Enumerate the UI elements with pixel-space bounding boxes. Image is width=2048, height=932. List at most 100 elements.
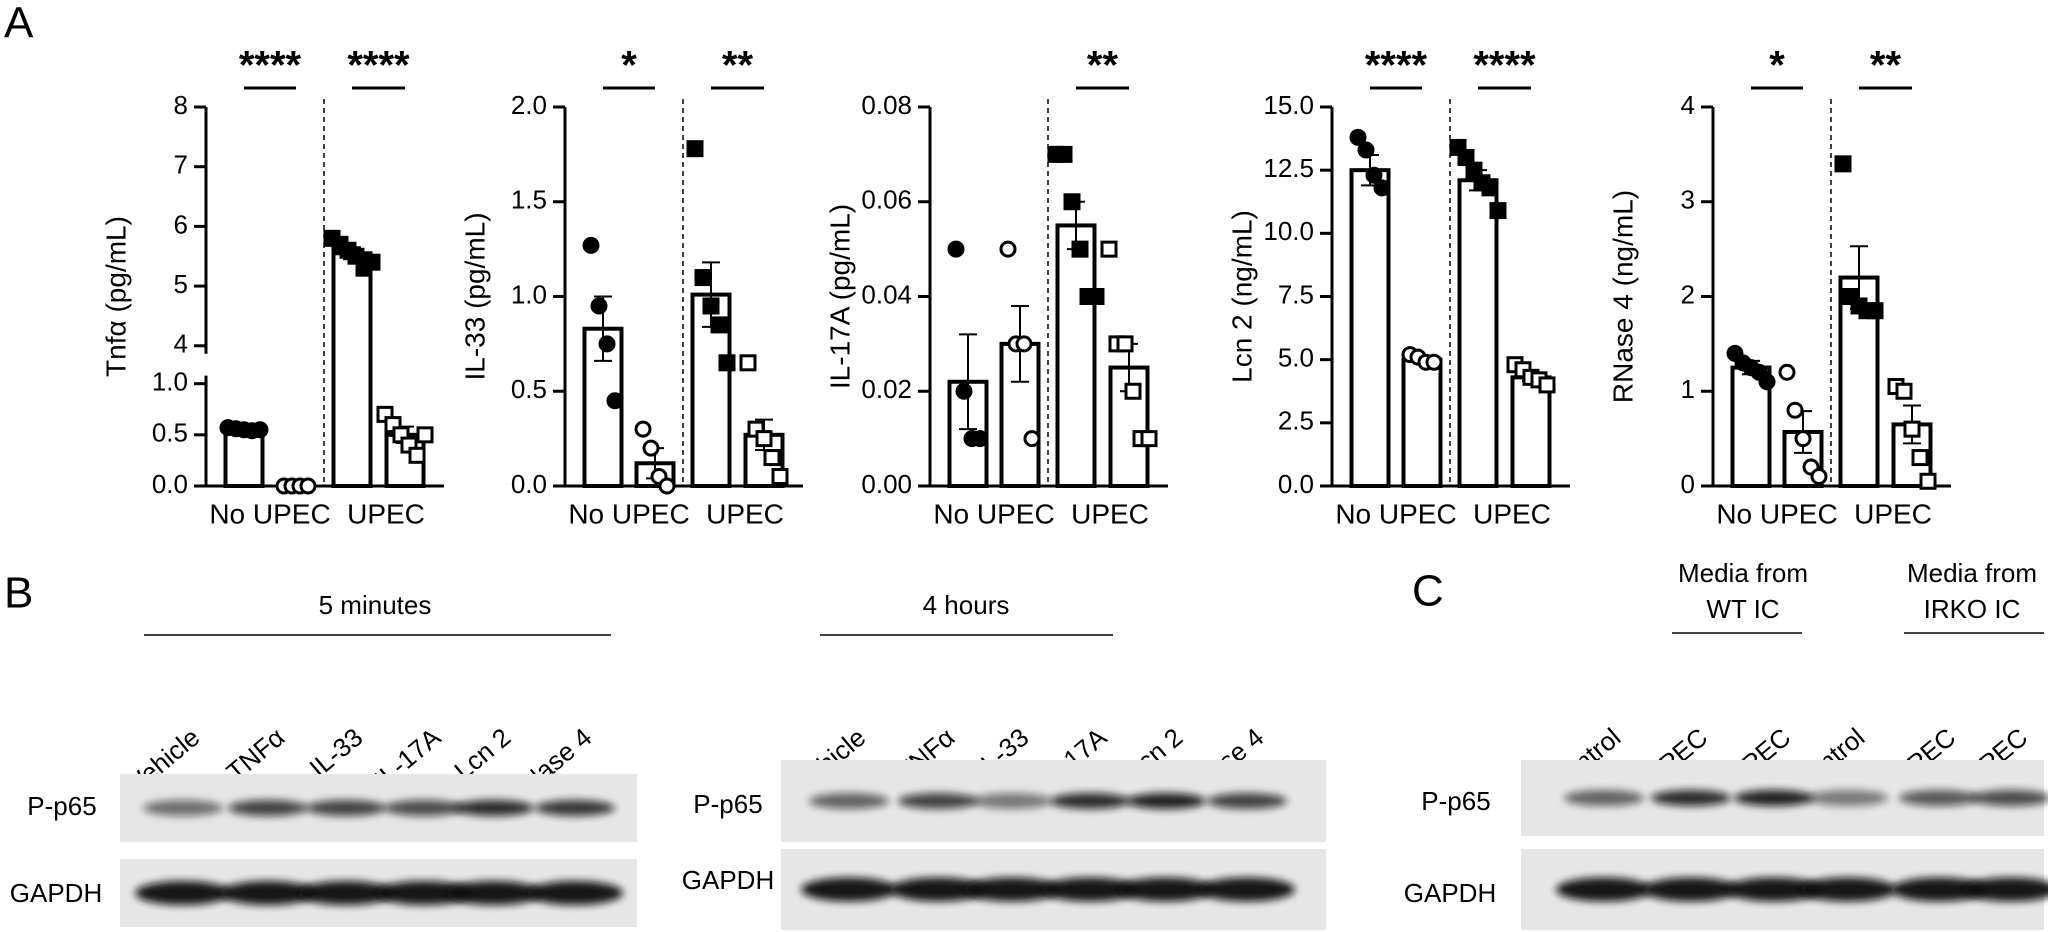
data-point: [1015, 335, 1033, 353]
data-point: [408, 446, 426, 464]
data-point: [1055, 145, 1073, 163]
x-tick-label: No UPEC: [1716, 498, 1837, 529]
data-point: [1778, 363, 1796, 381]
blot-band: [1207, 793, 1287, 809]
data-point: [686, 140, 704, 158]
row-label: GAPDH: [1404, 878, 1496, 908]
bar: [1510, 375, 1552, 488]
blot-band: [376, 881, 472, 905]
y-tick-label: 5: [174, 269, 188, 299]
y-tick-label: 0.0: [511, 469, 547, 499]
blot-band: [384, 800, 464, 816]
y-tick-label: 2: [1681, 279, 1695, 309]
y-tick-label: 0.5: [152, 418, 188, 448]
y-axis-label: Tnfα (pg/mL): [100, 216, 131, 377]
row-label: P-p65: [1421, 786, 1490, 816]
data-point: [947, 240, 965, 258]
data-point: [1087, 288, 1105, 305]
significance-label: **: [722, 44, 754, 88]
x-tick-label: UPEC: [1473, 498, 1551, 529]
y-tick-label: 7.5: [1278, 279, 1314, 309]
x-tick-label: No UPEC: [933, 498, 1054, 529]
blot-band: [1963, 877, 2048, 902]
data-point: [1810, 468, 1828, 486]
data-point: [1903, 420, 1921, 438]
y-tick-label: 2.5: [1278, 406, 1314, 436]
data-point: [1124, 382, 1142, 400]
y-axis-label: RNase 4 (ng/mL): [1607, 190, 1638, 403]
data-point: [1489, 202, 1507, 220]
blot-band: [527, 881, 623, 905]
y-tick-label: 1: [1681, 374, 1695, 404]
data-point: [1834, 155, 1852, 173]
y-tick-label: 0.0: [152, 469, 188, 499]
data-point: [739, 354, 757, 372]
blot-band: [1726, 877, 1822, 902]
data-point: [1919, 472, 1937, 490]
x-tick-label: UPEC: [1071, 498, 1149, 529]
group-title: WT IC: [1706, 594, 1779, 624]
y-tick-label: 5.0: [1278, 343, 1314, 373]
y-tick-label: 0.08: [861, 90, 912, 120]
row-label: GAPDH: [682, 865, 774, 895]
data-point: [1538, 376, 1556, 394]
blot-band: [809, 793, 889, 809]
significance-label: *: [1769, 44, 1785, 88]
data-point: [363, 253, 381, 271]
data-point: [1481, 179, 1499, 197]
blot-band: [1899, 790, 1979, 806]
data-point: [590, 297, 608, 315]
data-point: [1786, 401, 1804, 419]
blot-band: [143, 800, 223, 816]
blot-band: [1556, 877, 1652, 902]
data-point: [763, 449, 781, 467]
y-tick-label: 1.0: [511, 279, 547, 309]
data-point: [755, 430, 773, 448]
blot-band: [1651, 790, 1731, 806]
data-point: [771, 468, 789, 486]
y-tick-label: 8: [174, 90, 188, 120]
x-tick-label: UPEC: [347, 498, 425, 529]
data-point: [606, 392, 624, 410]
group-title: Media from: [1907, 558, 2037, 588]
blot-band: [1643, 877, 1739, 902]
data-point: [299, 477, 317, 495]
significance-label: ****: [1365, 44, 1428, 88]
group-title: Media from: [1678, 558, 1808, 588]
y-tick-label: 4: [1681, 90, 1695, 120]
blot-band: [454, 800, 534, 816]
blot-band: [1042, 877, 1138, 902]
x-tick-label: UPEC: [706, 498, 784, 529]
y-tick-label: 10.0: [1263, 216, 1314, 246]
data-point: [718, 354, 736, 372]
significance-label: ****: [347, 44, 410, 88]
significance-label: **: [1087, 44, 1119, 88]
data-point: [642, 439, 660, 457]
data-point: [1911, 449, 1929, 467]
y-tick-label: 1.0: [152, 367, 188, 397]
significance-label: *: [621, 44, 637, 88]
bar: [331, 251, 373, 488]
y-tick-label: 0.5: [511, 374, 547, 404]
blot-band: [898, 793, 978, 809]
data-point: [1365, 166, 1383, 184]
blot-band: [801, 877, 897, 902]
row-label: P-p65: [27, 791, 96, 821]
data-point: [1100, 240, 1118, 258]
y-tick-label: 0: [1681, 469, 1695, 499]
significance-label: ****: [239, 44, 302, 88]
data-point: [1116, 335, 1134, 353]
y-tick-label: 15.0: [1263, 90, 1314, 120]
blot-band: [228, 800, 308, 816]
blot-band: [306, 800, 386, 816]
bar: [1401, 357, 1443, 488]
y-tick-label: 4: [174, 329, 188, 359]
y-tick-label: 0.04: [861, 279, 912, 309]
data-point: [251, 421, 269, 439]
blot-band: [1891, 877, 1987, 902]
data-point: [1063, 193, 1081, 211]
data-point: [1758, 373, 1776, 391]
bar: [1055, 223, 1097, 488]
data-point: [1140, 430, 1158, 448]
blot-band: [1734, 790, 1814, 806]
